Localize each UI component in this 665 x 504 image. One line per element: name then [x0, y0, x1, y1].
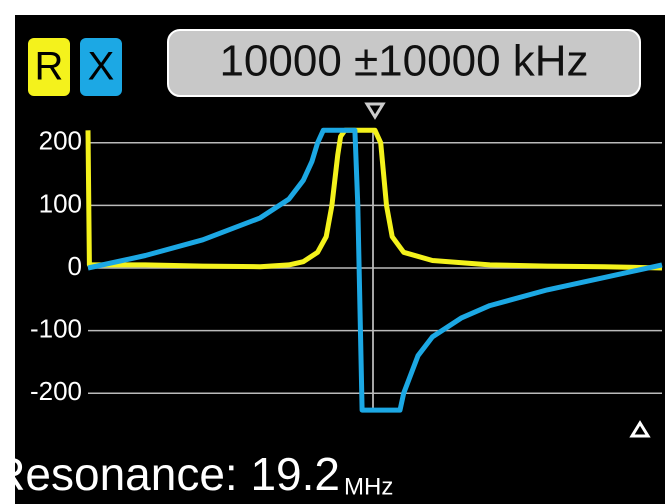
- r-legend-label: R: [35, 45, 64, 89]
- y-tick-label: -200: [30, 376, 82, 406]
- y-tick-label: -100: [30, 313, 82, 343]
- frequency-box[interactable]: [167, 29, 641, 97]
- y-tick-label: 200: [39, 126, 82, 156]
- y-tick-label: 0: [68, 251, 82, 281]
- x-legend-label: X: [88, 45, 115, 89]
- y-tick-label: 100: [39, 188, 82, 218]
- marker-top: [364, 102, 386, 120]
- marker-bottom: [629, 420, 651, 438]
- series-line: [87, 127, 663, 413]
- x-legend-box: [80, 38, 122, 96]
- r-legend-box: [28, 38, 70, 96]
- resonance-label: Resonance: 19.2: [0, 448, 340, 500]
- resonance-unit: MHz: [344, 473, 393, 500]
- series-line: [85, 127, 663, 271]
- frequency-label: 10000 ±10000 kHz: [219, 37, 588, 86]
